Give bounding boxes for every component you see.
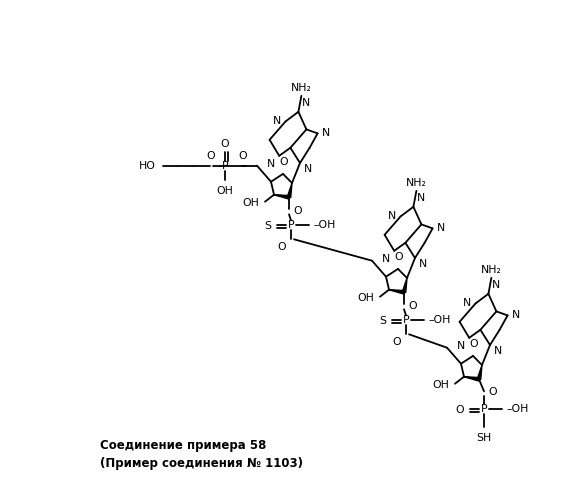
Polygon shape: [287, 183, 292, 198]
Text: N: N: [267, 159, 275, 169]
Text: N: N: [388, 212, 397, 222]
Text: N: N: [301, 98, 310, 108]
Text: –OH: –OH: [313, 220, 335, 230]
Text: N: N: [437, 224, 445, 234]
Text: O: O: [408, 302, 416, 312]
Text: O: O: [456, 406, 464, 415]
Text: S: S: [379, 316, 386, 326]
Text: (Пример соединения № 1103): (Пример соединения № 1103): [100, 456, 303, 469]
Text: N: N: [304, 164, 312, 174]
Text: N: N: [321, 128, 330, 138]
Text: O: O: [278, 242, 286, 252]
Text: Соединение примера 58: Соединение примера 58: [100, 438, 266, 452]
Text: O: O: [280, 157, 289, 167]
Text: P: P: [222, 160, 228, 170]
Polygon shape: [389, 290, 404, 294]
Polygon shape: [464, 376, 479, 381]
Text: HO: HO: [139, 160, 156, 170]
Text: OH: OH: [357, 292, 374, 302]
Text: –OH: –OH: [506, 404, 528, 414]
Text: S: S: [264, 222, 271, 232]
Text: O: O: [488, 388, 497, 398]
Text: N: N: [457, 341, 465, 351]
Text: O: O: [293, 206, 302, 216]
Text: NH₂: NH₂: [291, 83, 312, 93]
Text: OH: OH: [242, 198, 259, 207]
Polygon shape: [478, 365, 482, 380]
Text: NH₂: NH₂: [481, 265, 502, 275]
Polygon shape: [402, 278, 407, 292]
Text: O: O: [395, 252, 403, 262]
Text: –OH: –OH: [428, 316, 450, 326]
Polygon shape: [274, 194, 289, 199]
Text: O: O: [221, 138, 229, 148]
Text: N: N: [463, 298, 472, 308]
Text: P: P: [403, 316, 410, 326]
Text: OH: OH: [217, 186, 233, 196]
Text: O: O: [392, 338, 401, 347]
Text: SH: SH: [476, 434, 492, 444]
Text: NH₂: NH₂: [406, 178, 427, 188]
Text: N: N: [382, 254, 390, 264]
Text: O: O: [469, 339, 478, 349]
Text: N: N: [416, 193, 425, 203]
Text: OH: OH: [432, 380, 449, 390]
Text: N: N: [419, 259, 427, 269]
Text: P: P: [481, 404, 487, 414]
Text: P: P: [287, 220, 294, 230]
Text: O: O: [238, 150, 247, 160]
Text: N: N: [491, 280, 499, 290]
Text: N: N: [511, 310, 520, 320]
Text: N: N: [494, 346, 502, 356]
Text: O: O: [207, 150, 215, 160]
Text: N: N: [274, 116, 282, 126]
